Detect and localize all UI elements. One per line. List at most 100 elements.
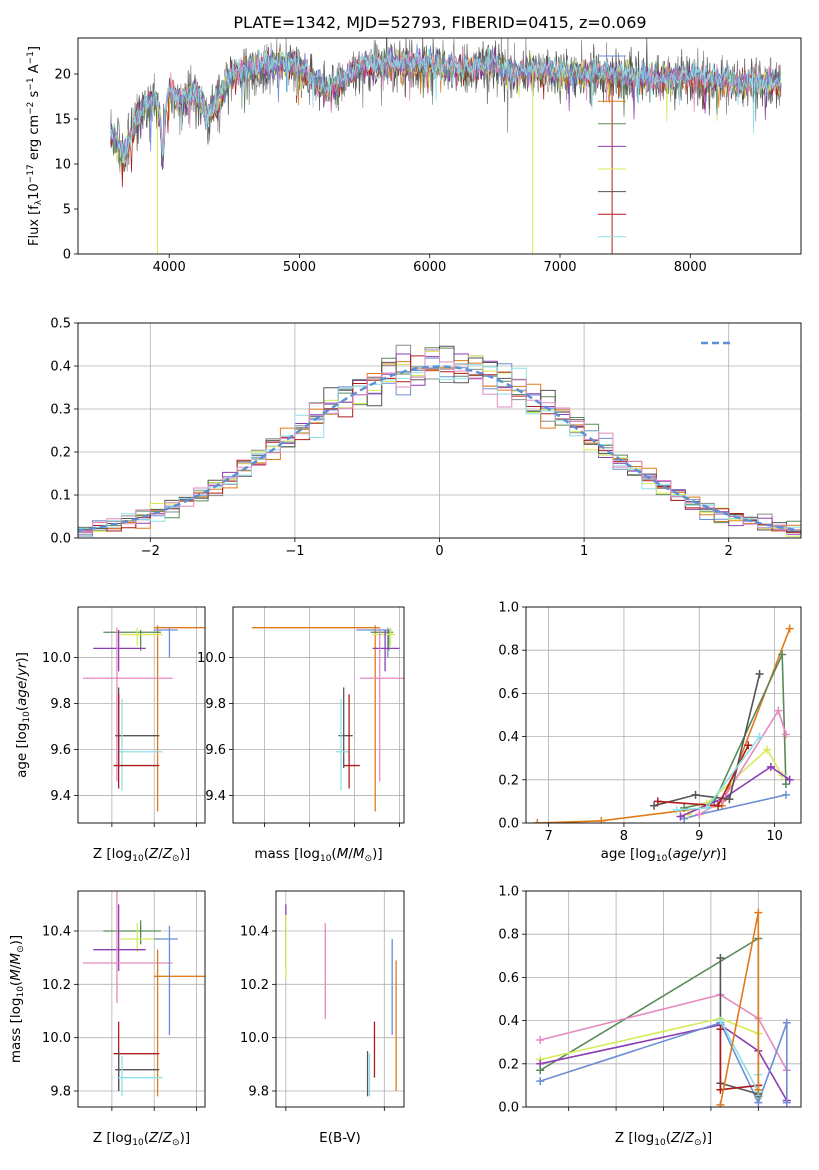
age_vs_Z-ytick-label: 9.8 [50, 697, 71, 712]
weight-marker [774, 706, 783, 715]
weight-marker [536, 1036, 545, 1045]
errorbar-point [154, 627, 178, 658]
weight-marker [533, 819, 542, 823]
weight-marker [672, 806, 681, 815]
errorbar-point [93, 904, 146, 971]
errorbar-point [120, 627, 163, 647]
weight-marker [782, 1018, 791, 1027]
x-axis-label: E(B-V) [319, 1130, 361, 1146]
errorbar-point [154, 949, 205, 1097]
errorbar-point [343, 694, 360, 789]
mass_vs_Z-ytick-label: 9.8 [50, 1085, 71, 1100]
weight_vs_Z-ytick-label: 0.2 [498, 1057, 519, 1072]
age_vs_mass-ytick-label: 10.0 [197, 651, 226, 666]
x-axis-label: Z [log10(Z/Z⊙)] [615, 1130, 712, 1148]
weight-marker [691, 790, 700, 799]
mass_vs_ebv-ytick-label: 9.8 [248, 1085, 269, 1100]
age_vs_mass-ytick-label: 9.4 [205, 789, 226, 804]
x-axis-label: age [log10(age/yr)] [601, 846, 727, 864]
residuals-plot-area [78, 344, 801, 537]
residuals-ytick-label: 0.4 [50, 360, 71, 375]
residuals-xtick-label: 0 [435, 544, 443, 559]
weight-line-chabrier_elodie [539, 937, 760, 1097]
weight-marker [778, 650, 787, 659]
weight-marker [725, 795, 734, 804]
weight-marker [781, 780, 790, 789]
spectrum-ytick-label: 5 [63, 203, 71, 218]
y-axis-label: Flux [fλ10−17 erg cm−2 s−1 A−1] [26, 46, 44, 246]
mass_vs_Z-ytick-label: 10.0 [42, 1031, 71, 1046]
spectrum-xtick-label: 4000 [153, 260, 186, 275]
weight-marker [680, 803, 689, 812]
weight-marker [695, 810, 704, 819]
errorbar-point [335, 698, 349, 791]
weight-line-kroupa_miles [537, 628, 791, 823]
weight-marker [766, 762, 775, 771]
weight-marker [782, 1098, 791, 1107]
weight_vs_age-ytick-label: 0.4 [498, 730, 519, 745]
residuals-xtick-label: −2 [141, 544, 160, 559]
weight-line-kroupa_miles [719, 912, 760, 1105]
mass_vs_ebv-panel: 9.8 10.0 10.2 10.4 E(B-V) [240, 890, 405, 1146]
residuals-ytick-label: 0.5 [50, 317, 71, 332]
weight-marker [785, 624, 794, 633]
weight-marker [755, 669, 764, 678]
weight_vs_Z-panel: 0.0 0.2 0.4 0.6 0.8 1.0 Z [log10(Z/Z⊙)] [498, 885, 802, 1148]
weight-marker [781, 730, 790, 739]
spectrum-panel: 4000 5000 6000 7000 8000 0 5 10 15 20 Flux [fλ10−1… [26, 37, 802, 275]
errorbar-point [103, 920, 161, 945]
weight_vs_age-xtick-label: 10 [766, 829, 783, 844]
weight_vs_age-ytick-label: 0.2 [498, 773, 519, 788]
weight-marker [597, 816, 606, 823]
x-axis-label: mass [log10(M/M⊙)] [254, 846, 382, 864]
age_vs_mass-frame [232, 606, 405, 824]
weight_vs_age-xtick-label: 7 [544, 829, 552, 844]
normal-curve [78, 365, 799, 532]
mass_vs_ebv-frame [275, 890, 405, 1108]
errorbar-point [372, 629, 400, 672]
age_vs_mass-ytick-label: 9.6 [205, 743, 226, 758]
mass_vs_Z-panel: 9.8 10.0 10.2 10.4 Z [log10(Z/Z⊙)] mass [log1… [8, 890, 206, 1148]
spectrum-xtick-label: 5000 [283, 260, 316, 275]
residuals-panel: −2 −1 0 1 2 0.0 0.1 0.2 0.3 0.4 0.5 [50, 317, 802, 559]
errorbar-point [154, 925, 178, 1035]
age_vs_Z-frame [77, 606, 206, 824]
errorbar-point [370, 629, 394, 651]
residuals-ytick-label: 0.1 [50, 489, 71, 504]
weight_vs_Z-ytick-label: 1.0 [498, 885, 519, 900]
age_vs_Z-panel: 9.4 9.6 9.8 10.0 Z [log10(Z/Z⊙)] age [log10(a… [14, 606, 206, 864]
weight-marker [702, 803, 711, 812]
weight_vs_age-plot-area [533, 624, 794, 823]
x-axis-label: Z [log10(Z/Z⊙)] [93, 1130, 190, 1148]
residuals-ytick-label: 0.0 [50, 532, 71, 547]
weight_vs_age-xtick-label: 9 [695, 829, 703, 844]
histogram-pink [78, 349, 801, 532]
weight-marker [714, 801, 723, 810]
errorbar-point [93, 629, 146, 672]
weight_vs_Z-ytick-label: 0.4 [498, 1014, 519, 1029]
age_vs_Z-ytick-label: 9.6 [50, 743, 71, 758]
weight-marker [716, 953, 725, 962]
weight-marker [781, 790, 790, 799]
mass_vs_Z-ytick-label: 10.4 [42, 925, 71, 940]
errorbar-point [83, 627, 173, 782]
weight-marker [763, 745, 772, 754]
spectrum-xtick-label: 7000 [543, 260, 576, 275]
age_vs_Z-ytick-label: 9.4 [50, 789, 71, 804]
weight-marker [536, 1077, 545, 1086]
errorbar-point [372, 627, 395, 647]
weight_vs_Z-plot-area [536, 908, 791, 1107]
weight-marker [536, 1059, 545, 1068]
residuals-ytick-label: 0.3 [50, 403, 71, 418]
errorbar-point [154, 625, 205, 812]
weight-marker [754, 1085, 763, 1094]
mass_vs_ebv-ytick-label: 10.2 [240, 978, 269, 993]
spectrum-frame [77, 37, 802, 255]
weight-line-salpeter_elodie [540, 1024, 788, 1101]
errorbar-point [120, 923, 163, 953]
errorbar-point [359, 627, 404, 782]
mass_vs_Z-ytick-label: 10.2 [42, 978, 71, 993]
weight-line-salpeter_elodie [680, 765, 791, 818]
spectrum-plot-area [110, 38, 782, 254]
